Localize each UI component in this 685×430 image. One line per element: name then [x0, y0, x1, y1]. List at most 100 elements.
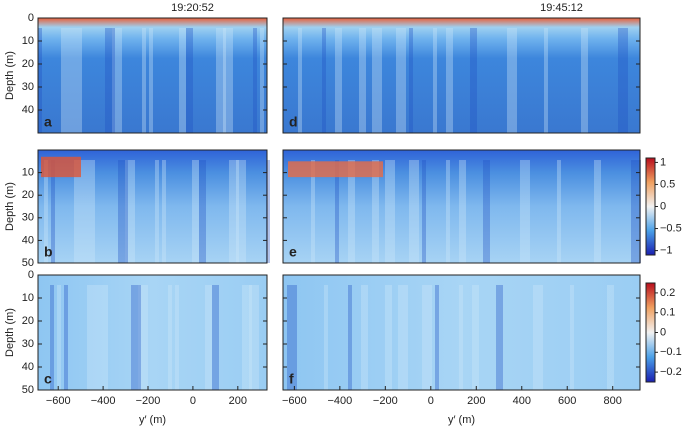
y-tick-label: 40: [22, 104, 34, 116]
y-tick-label: 50: [22, 257, 34, 269]
y-tick-label: 30: [22, 212, 34, 224]
texture: [446, 160, 450, 263]
texture: [162, 160, 166, 263]
x-tick-label: −600: [282, 395, 307, 407]
texture: [118, 160, 128, 263]
texture: [186, 28, 193, 133]
texture: [44, 160, 48, 263]
y-tick-label: 30: [22, 81, 34, 93]
texture: [51, 160, 55, 263]
texture: [229, 160, 239, 263]
texture: [179, 28, 186, 133]
texture: [435, 285, 439, 390]
texture: [359, 28, 366, 133]
colorbar-tick-label: 1: [660, 156, 666, 168]
texture: [335, 28, 342, 133]
texture: [322, 28, 326, 133]
colorbar-tick-label: −0.2: [660, 366, 682, 378]
texture: [372, 28, 382, 133]
data-field: [283, 275, 640, 390]
x-axis-label: y′ (m): [448, 414, 475, 426]
texture: [260, 28, 264, 133]
y-tick-label: 50: [22, 384, 34, 396]
texture: [64, 285, 68, 390]
texture: [94, 285, 101, 390]
texture: [138, 285, 148, 390]
colorbar-tick-label: 0: [660, 200, 666, 212]
texture: [557, 160, 561, 263]
texture: [50, 285, 54, 390]
panel-letter: a: [44, 114, 52, 130]
y-tick-label: 20: [22, 58, 34, 70]
texture: [433, 28, 437, 133]
texture: [199, 160, 206, 263]
texture: [581, 28, 588, 133]
texture: [87, 285, 94, 390]
colorbar-tick-label: −1: [660, 244, 673, 256]
texture: [192, 160, 199, 263]
texture: [298, 28, 302, 133]
warm-patch: [41, 156, 81, 178]
panel-letter: b: [44, 244, 53, 260]
texture: [348, 160, 355, 263]
texture: [223, 28, 233, 133]
texture: [520, 160, 530, 263]
texture: [361, 285, 368, 390]
texture: [212, 285, 219, 390]
texture: [81, 160, 88, 263]
texture: [631, 160, 641, 263]
texture: [88, 160, 95, 263]
texture: [446, 28, 453, 133]
y-tick-label: 0: [28, 12, 34, 24]
x-axis-label: y′ (m): [139, 414, 166, 426]
y-axis-label: Depth (m): [4, 182, 16, 231]
colorbar-tick-label: −0.5: [660, 222, 682, 234]
texture: [311, 160, 315, 263]
y-tick-label: 20: [22, 315, 34, 327]
texture: [385, 160, 395, 263]
texture: [396, 28, 406, 133]
texture: [242, 285, 252, 390]
x-tick-label: 0: [190, 395, 196, 407]
texture: [57, 285, 61, 390]
colorbar-tick-label: 0.1: [660, 307, 675, 319]
colorbar-tick-label: 0.5: [660, 178, 675, 190]
panel-frame: [37, 149, 268, 264]
texture: [125, 160, 135, 263]
panel-frame: [282, 274, 641, 391]
texture: [483, 160, 490, 263]
y-axis-label: Depth (m): [4, 51, 16, 100]
texture: [335, 160, 339, 263]
y-tick-label: 10: [22, 292, 34, 304]
y-tick-label: 30: [22, 338, 34, 350]
y-tick-label: 10: [22, 35, 34, 47]
texture: [459, 285, 463, 390]
texture: [155, 160, 159, 263]
texture: [470, 28, 477, 133]
panel-letter: d: [289, 114, 298, 130]
x-tick-label: −600: [46, 395, 71, 407]
texture: [533, 285, 543, 390]
x-tick-label: 200: [229, 395, 247, 407]
panel-letter: e: [289, 244, 297, 260]
x-tick-label: 800: [604, 395, 622, 407]
texture: [142, 28, 146, 133]
texture: [175, 285, 179, 390]
texture: [409, 28, 413, 133]
x-tick-label: −400: [91, 395, 116, 407]
texture: [249, 285, 259, 390]
data-field: [38, 275, 267, 390]
x-tick-label: 400: [513, 395, 531, 407]
texture: [101, 285, 108, 390]
panel-letter: c: [44, 371, 52, 387]
texture: [607, 285, 614, 390]
colorbar: [645, 157, 656, 256]
x-tick-label: 600: [558, 395, 576, 407]
panel-time: 19:45:12: [540, 2, 583, 14]
warm-patch: [288, 161, 383, 178]
texture: [348, 285, 352, 390]
texture: [205, 285, 212, 390]
texture: [570, 285, 574, 390]
texture: [594, 160, 601, 263]
